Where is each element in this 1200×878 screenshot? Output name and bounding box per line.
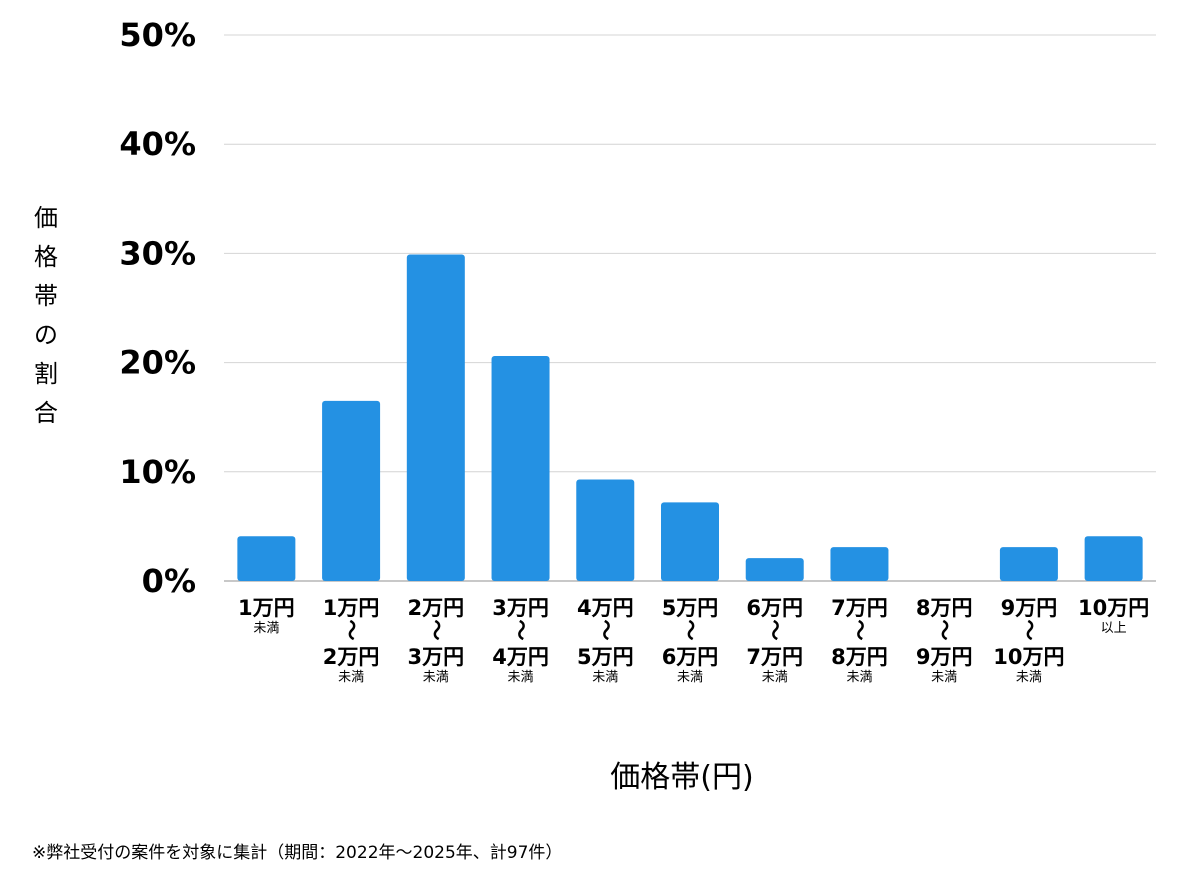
x-category-suffix: 以上 bbox=[1101, 621, 1127, 636]
bar bbox=[745, 558, 804, 581]
y-axis-label: 価格帯の割合 bbox=[34, 204, 58, 427]
x-category-suffix: 未満 bbox=[423, 670, 449, 685]
y-tick-label: 30% bbox=[119, 234, 196, 272]
x-axis-categories: 1万円未満1万円〜2万円未満2万円〜3万円未満3万円〜4万円未満4万円〜5万円未… bbox=[238, 596, 1149, 685]
x-category-suffix: 未満 bbox=[338, 670, 364, 685]
x-category-line: 4万円 bbox=[577, 596, 634, 620]
x-category-suffix: 未満 bbox=[931, 670, 957, 685]
x-category-line: 6万円 bbox=[662, 645, 719, 669]
y-axis-title: 価格帯の割合 bbox=[34, 204, 58, 427]
x-category-tilde: 〜 bbox=[593, 620, 617, 641]
bar bbox=[491, 356, 550, 581]
bar bbox=[406, 254, 465, 581]
x-category-suffix: 未満 bbox=[253, 621, 279, 636]
x-category-line: 4万円 bbox=[492, 645, 549, 669]
bar bbox=[237, 536, 296, 581]
x-category-line: 10万円 bbox=[993, 645, 1064, 669]
x-category-line: 7万円 bbox=[746, 645, 803, 669]
x-category-tilde: 〜 bbox=[424, 620, 448, 641]
bar bbox=[322, 400, 381, 581]
bar bbox=[999, 547, 1058, 581]
bar bbox=[576, 479, 635, 581]
y-tick-label: 0% bbox=[142, 562, 196, 600]
x-category-line: 9万円 bbox=[916, 645, 973, 669]
x-category-line: 7万円 bbox=[831, 596, 888, 620]
bar bbox=[661, 502, 719, 581]
x-category-line: 8万円 bbox=[916, 596, 973, 620]
bar bbox=[830, 547, 889, 581]
x-category-tilde: 〜 bbox=[763, 620, 787, 641]
x-category-suffix: 未満 bbox=[1016, 670, 1042, 685]
x-axis-label: 価格帯(円) bbox=[610, 760, 753, 795]
x-category-line: 8万円 bbox=[831, 645, 888, 669]
x-category-line: 2万円 bbox=[408, 596, 465, 620]
footnote: ※弊社受付の案件を対象に集計（期間：2022年〜2025年、計97件） bbox=[32, 843, 563, 863]
x-category-suffix: 未満 bbox=[592, 670, 618, 685]
x-category-line: 10万円 bbox=[1078, 596, 1149, 620]
y-tick-label: 50% bbox=[119, 16, 196, 54]
y-tick-label: 20% bbox=[119, 344, 196, 382]
x-category-tilde: 〜 bbox=[339, 620, 363, 641]
x-category-tilde: 〜 bbox=[847, 620, 871, 641]
y-axis-ticks: 0% 10% 20% 30% 40% 50% bbox=[119, 16, 196, 600]
x-category-line: 2万円 bbox=[323, 645, 380, 669]
x-category-tilde: 〜 bbox=[509, 620, 533, 641]
x-category-tilde: 〜 bbox=[678, 620, 702, 641]
x-category-suffix: 未満 bbox=[762, 670, 788, 685]
y-tick-label: 10% bbox=[119, 453, 196, 491]
x-category-suffix: 未満 bbox=[677, 670, 703, 685]
x-category-tilde: 〜 bbox=[1017, 620, 1041, 641]
x-category-line: 1万円 bbox=[238, 596, 295, 620]
x-category-tilde: 〜 bbox=[932, 620, 956, 641]
x-category-line: 6万円 bbox=[746, 596, 803, 620]
y-tick-label: 40% bbox=[119, 125, 196, 163]
x-category-line: 1万円 bbox=[323, 596, 380, 620]
x-category-suffix: 未満 bbox=[846, 670, 872, 685]
x-category-line: 5万円 bbox=[577, 645, 634, 669]
bars bbox=[237, 254, 1143, 581]
x-category-line: 3万円 bbox=[492, 596, 549, 620]
bar bbox=[1084, 536, 1143, 581]
x-category-line: 3万円 bbox=[408, 645, 465, 669]
x-category-line: 9万円 bbox=[1001, 596, 1058, 620]
x-category-line: 5万円 bbox=[662, 596, 719, 620]
x-category-suffix: 未満 bbox=[508, 670, 534, 685]
